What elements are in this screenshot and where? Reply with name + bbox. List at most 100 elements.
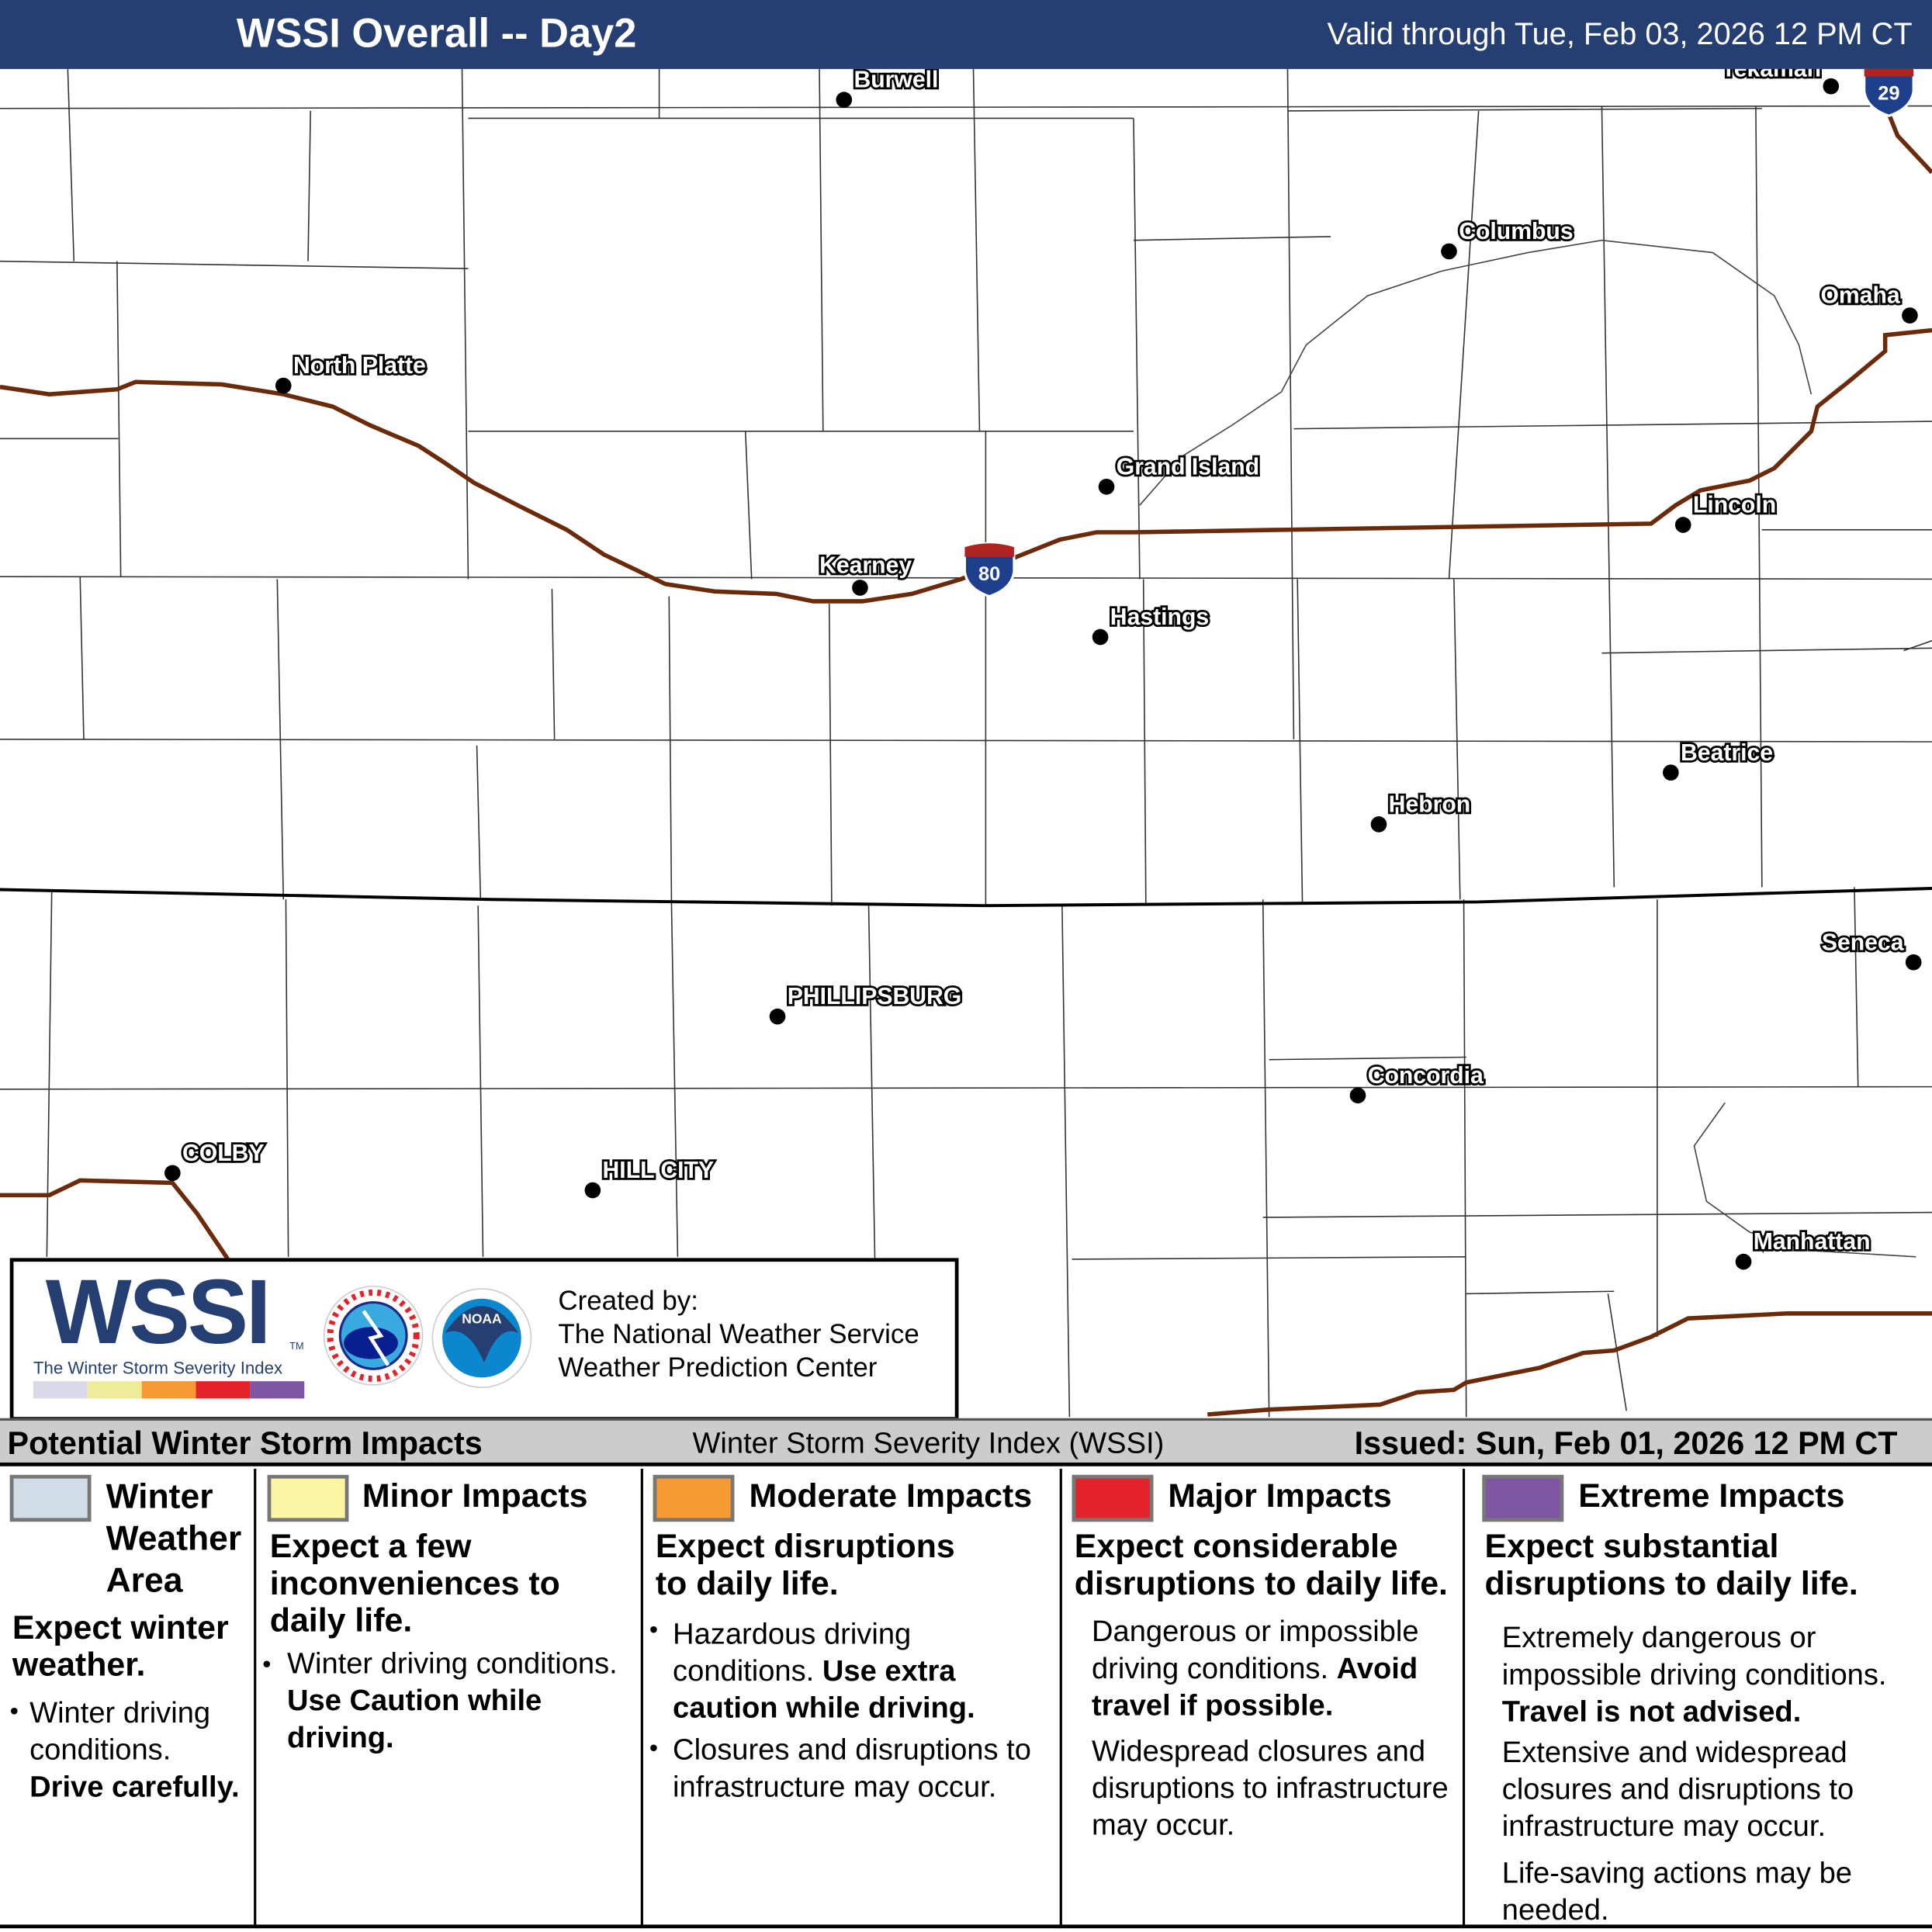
city-label: Columbus: [1459, 219, 1573, 244]
city-label: Beatrice: [1681, 740, 1773, 766]
city-label: COLBY: [182, 1141, 265, 1166]
county-line: [1142, 579, 1147, 906]
city-dot: [1092, 628, 1109, 646]
county-line: [1262, 1211, 1932, 1218]
county-line: [1287, 107, 1762, 112]
city-beatrice: Beatrice: [1663, 738, 1775, 781]
city-dot: [164, 1165, 181, 1182]
city-columbus: Columbus: [1441, 216, 1575, 260]
city-dot: [584, 1182, 601, 1199]
category-bullet: Dangerous or impossible driving conditio…: [1091, 1615, 1419, 1723]
county-line: [276, 579, 285, 900]
river: [1139, 239, 1813, 506]
state-line: [0, 886, 1932, 908]
city-north-platte: North Platte: [275, 351, 428, 394]
city-dot: [836, 92, 853, 108]
city-burwell: Burwell: [836, 69, 940, 108]
city-dot: [275, 377, 292, 394]
title-bar: WSSI Overall -- Day2 Valid through Tue, …: [0, 0, 1932, 69]
city-kearney: Kearney: [817, 551, 914, 596]
category-bullet: Extremely dangerous or impossible drivin…: [1501, 1621, 1887, 1729]
city-label: Kearney: [819, 552, 912, 578]
county-line: [1903, 640, 1932, 652]
interstate-shield-80-icon: 80: [963, 542, 1016, 598]
city-label: North Platte: [293, 353, 426, 379]
city-label: Lincoln: [1693, 493, 1776, 518]
county-line: [1269, 1056, 1466, 1061]
swatch-moderate: [653, 1474, 735, 1522]
interstate-80: [0, 327, 1932, 604]
county-line: [551, 589, 556, 739]
county-line: [1133, 236, 1331, 241]
county-line: [0, 105, 1932, 109]
interstate-70-east: [1207, 1311, 1932, 1417]
county-line: [1297, 579, 1304, 902]
category-name: Minor Impacts: [362, 1477, 588, 1515]
city-dot: [769, 1008, 786, 1025]
city-hebron: Hebron: [1370, 790, 1473, 833]
city-dot: [852, 580, 868, 596]
interstate-shield-29-icon: 29: [1863, 68, 1915, 117]
credits: Created by: The National Weather Service…: [558, 1284, 919, 1384]
county-line: [819, 68, 824, 431]
wssi-logo: WSSI: [45, 1260, 272, 1363]
county-line: [79, 576, 85, 739]
city-dot: [1735, 1253, 1752, 1270]
river: [1693, 1102, 1916, 1258]
shield-number: 80: [978, 563, 1000, 585]
county-line: [1061, 905, 1071, 1418]
county-line: [972, 68, 981, 431]
city-label: Hebron: [1389, 791, 1471, 817]
category-bullet: Winter driving conditions. Use Caution w…: [287, 1647, 618, 1755]
county-line: [0, 260, 469, 269]
severity-color-bar: [33, 1381, 88, 1399]
county-line: [1072, 1255, 1466, 1260]
county-line: [1286, 68, 1295, 739]
city-hill-city: HILL CITY: [584, 1155, 716, 1199]
city-dot: [1098, 478, 1115, 495]
issued-time: Issued: Sun, Feb 01, 2026 12 PM CT: [1354, 1424, 1898, 1462]
county-line: [1453, 579, 1461, 900]
county-line: [67, 68, 75, 261]
severity-color-bar: [141, 1381, 196, 1399]
county-line: [1601, 106, 1615, 888]
valid-time: Valid through Tue, Feb 03, 2026 12 PM CT: [1327, 17, 1913, 52]
county-line: [1607, 1293, 1627, 1411]
county-line: [668, 596, 673, 906]
org-nws: The National Weather Service: [558, 1318, 919, 1349]
category-bullet: Widespread closures and disruptions to i…: [1091, 1734, 1449, 1843]
svg-text:NOAA: NOAA: [462, 1311, 502, 1327]
city-grand-island: Grand Island: [1098, 452, 1262, 495]
city-dot: [1823, 78, 1840, 95]
city-phillipsburg: PHILLIPSBURG: [769, 982, 964, 1025]
county-line: [0, 739, 1932, 743]
county-boundaries: [0, 68, 1932, 1418]
interstate-70: [0, 1178, 230, 1261]
severity-color-bar: [196, 1381, 251, 1399]
county-line: [1755, 106, 1763, 888]
category-name: Extreme Impacts: [1578, 1477, 1845, 1515]
legend-index-name: Winter Storm Severity Index (WSSI): [692, 1426, 1165, 1460]
legend-title: Potential Winter Storm Impacts: [7, 1424, 483, 1462]
city-dot: [1349, 1087, 1366, 1104]
city-colby: COLBY: [164, 1138, 266, 1182]
county-line: [0, 1085, 1932, 1090]
city-manhattan: Manhattan: [1735, 1227, 1872, 1270]
city-dot: [1674, 517, 1691, 533]
county-line: [1601, 647, 1932, 654]
swatch-winter-weather: [9, 1474, 92, 1522]
legend-header: Potential Winter Storm Impacts Winter St…: [0, 1418, 1932, 1466]
city-label: Omaha: [1820, 283, 1899, 309]
county-line: [1262, 899, 1270, 1418]
city-label: Hastings: [1110, 604, 1209, 630]
map: 80 29 Burwell Tekamah Columbus Omaha North Pl…: [0, 68, 1932, 1418]
city-dot: [1902, 307, 1918, 324]
county-line: [1293, 421, 1932, 430]
county-line: [477, 905, 484, 1257]
city-tekamah: Tekamah: [1719, 69, 1840, 95]
bottom-border: [0, 1924, 1932, 1929]
category-bullet: Closures and disruptions to infrastructu…: [673, 1733, 1031, 1804]
city-dot: [1370, 816, 1387, 833]
severity-color-bar: [87, 1381, 142, 1399]
